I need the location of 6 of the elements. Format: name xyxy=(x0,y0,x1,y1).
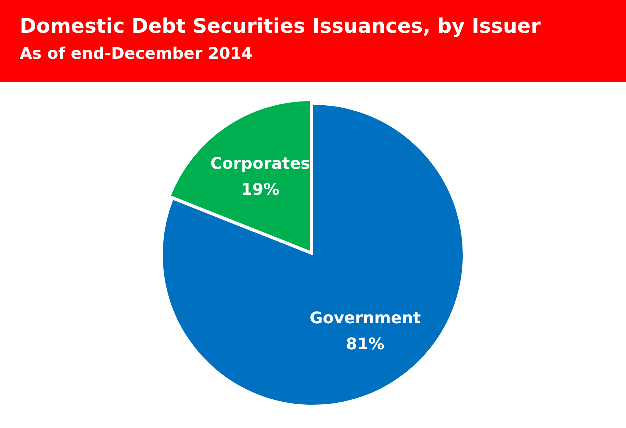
slice-label: Government xyxy=(310,308,422,328)
data-label: 19% xyxy=(241,180,280,199)
data-label: 81% xyxy=(346,334,385,354)
chart-subtitle: As of end-December 2014 xyxy=(20,44,254,63)
chart-title: Domestic Debt Securities Issuances, by Issuer xyxy=(20,14,542,38)
slice-label: Corporates xyxy=(210,154,310,173)
